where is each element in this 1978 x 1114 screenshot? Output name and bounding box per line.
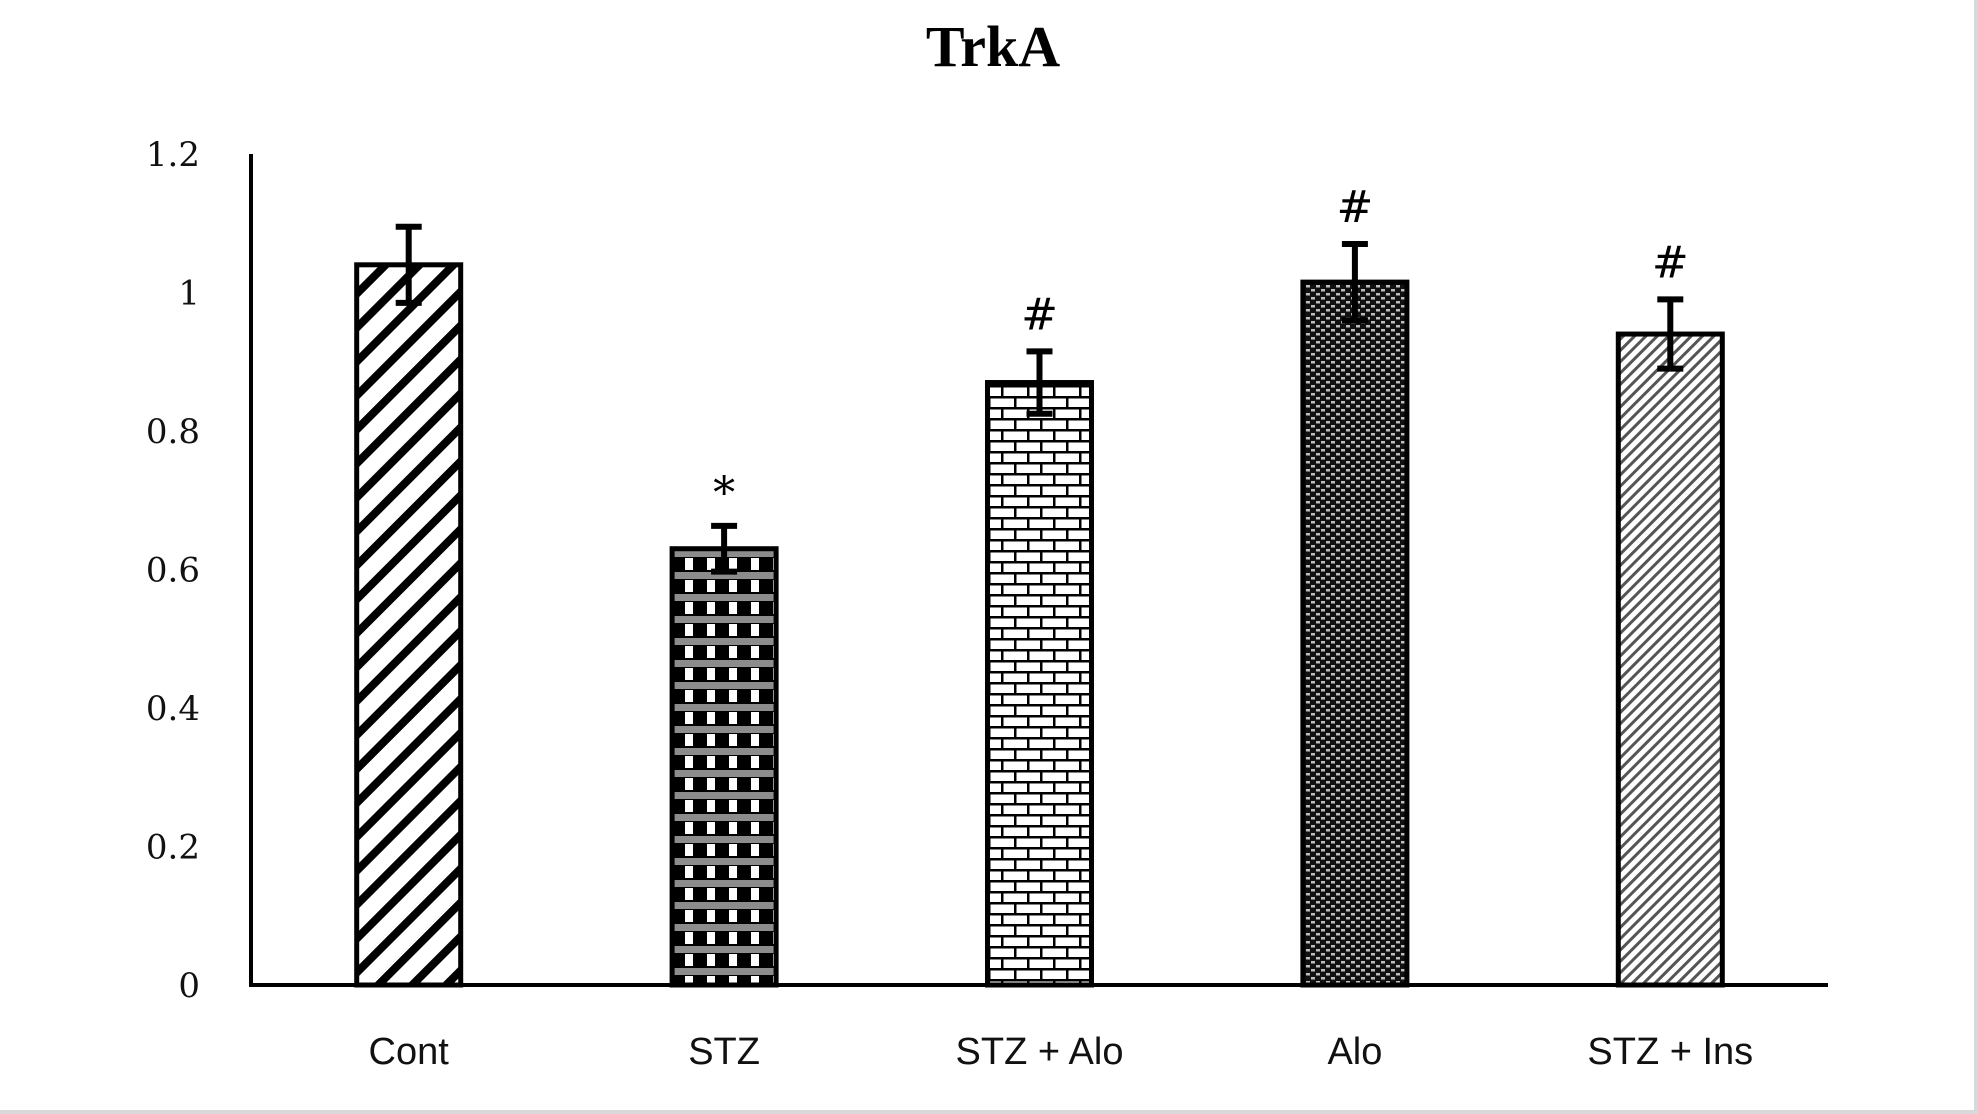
bar-cont [354,262,464,988]
significance-hash: # [1336,182,1373,233]
error-bar [1657,296,1684,372]
bar-stz-ins [1615,331,1725,988]
significance-hash: # [1021,289,1058,340]
chart-title: TrkA [926,14,1060,79]
error-bar [1341,241,1368,324]
x-tick-label: Cont [369,1031,450,1073]
y-tick-label: 0.8 [146,412,200,452]
x-tick-label: STZ + Ins [1587,1031,1753,1073]
y-tick-label: 0.6 [146,551,200,591]
x-tick-label: STZ + Alo [956,1031,1124,1073]
error-bar [395,223,422,306]
y-tick-label: 1 [178,274,200,314]
bar-stz [669,546,779,988]
y-tick-label: 1.2 [146,135,200,175]
x-tick-label: Alo [1327,1031,1382,1073]
significance-annotations: * # # # [713,182,1689,519]
bar-stz-alo [985,380,1094,988]
x-axis-ticks: Cont STZ STZ + Alo Alo STZ + Ins [369,1031,1754,1073]
y-axis-ticks: 0 0.2 0.4 0.6 0.8 1 1.2 [146,135,200,1006]
error-bar [711,522,738,575]
y-tick-label: 0.4 [146,689,200,729]
error-bar [1026,348,1053,417]
bar-alo [1300,279,1410,988]
significance-asterisk: * [713,468,735,519]
significance-hash: # [1652,237,1689,288]
y-tick-label: 0.2 [146,828,200,868]
x-tick-label: STZ [688,1031,760,1073]
y-tick-label: 0 [178,966,200,1006]
error-bars-group [395,223,1684,575]
